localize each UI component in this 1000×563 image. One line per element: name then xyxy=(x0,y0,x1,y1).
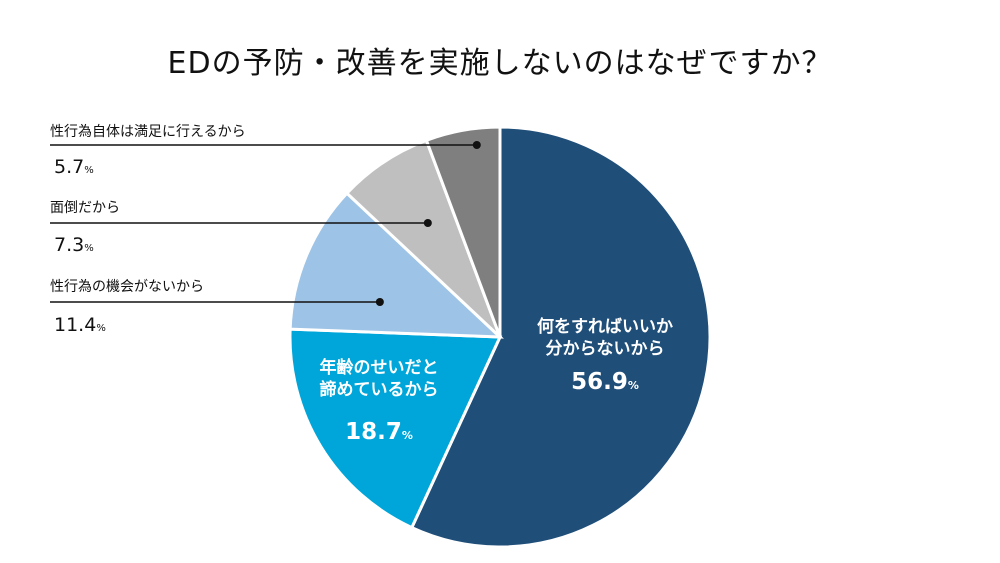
slice-value-4: 5.7% xyxy=(54,156,94,178)
leader-dot-3 xyxy=(423,219,432,227)
slice-value-2: 11.4% xyxy=(54,314,106,336)
leader-dot-4 xyxy=(472,141,481,149)
leader-dot-2 xyxy=(375,298,384,306)
pie-slice-0 xyxy=(409,125,712,549)
slice-label-3: 面倒だから xyxy=(50,200,120,216)
slice-value-1: 18.7% xyxy=(345,419,413,445)
slice-label-0: 何をすればいいか 分からないから xyxy=(537,317,673,359)
slice-label-4: 性行為自体は満足に行えるから xyxy=(50,124,246,140)
pie-slice-2 xyxy=(288,191,504,339)
pie-slice-1 xyxy=(288,327,503,530)
slice-value-0: 56.9% xyxy=(571,369,639,395)
slice-label-2: 性行為の機会がないから xyxy=(50,279,204,295)
slice-label-1: 年齢のせいだと 諦めているから xyxy=(319,358,439,400)
pie-slice-4 xyxy=(424,125,502,338)
chart-title: EDの予防・改善を実施しないのはなぜですか？ xyxy=(167,46,833,81)
slice-value-3: 7.3% xyxy=(54,234,94,256)
